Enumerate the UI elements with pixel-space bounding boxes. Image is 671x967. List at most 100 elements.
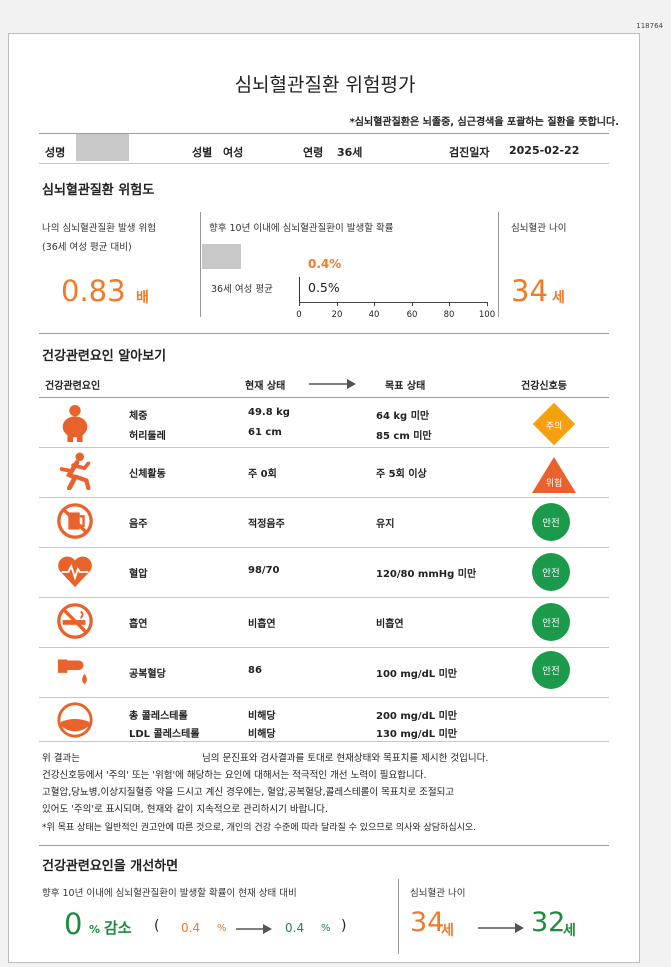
safe-badge: 안전 bbox=[532, 553, 570, 591]
axis-tick bbox=[412, 302, 413, 306]
divider bbox=[398, 879, 399, 954]
axis-tick bbox=[487, 302, 488, 306]
current-value: 비해당 bbox=[248, 711, 276, 722]
to-unit: % bbox=[321, 923, 331, 934]
explanation-line-3: 고혈압,당뇨병,이상지질혈증 약을 드시고 계신 경우에는, 혈압,공복혈당,콜… bbox=[42, 787, 455, 798]
axis-tick bbox=[449, 302, 450, 306]
factor-name: LDL 콜레스테롤 bbox=[129, 729, 200, 740]
axis-tick-label: 80 bbox=[443, 310, 455, 320]
current-value: 49.8 kg bbox=[248, 407, 290, 418]
safe-badge: 안전 bbox=[532, 503, 570, 541]
from-value: 0.4 bbox=[181, 921, 201, 935]
paren-open: ( bbox=[154, 918, 160, 934]
current-value: 주 0회 bbox=[248, 469, 277, 480]
divider bbox=[39, 741, 609, 742]
name-redacted bbox=[76, 134, 129, 161]
age-from-value: 34 bbox=[410, 907, 445, 938]
vessel-age-value: 34 bbox=[511, 274, 548, 308]
factor-name: 공복혈당 bbox=[129, 669, 166, 680]
explanation-line-1a: 위 결과는 bbox=[42, 753, 80, 764]
risk-ratio-unit: 배 bbox=[136, 290, 149, 306]
explanation-line-1b: 님의 문진표와 검사결과를 토대로 현재상태와 목표치를 제시한 것입니다. bbox=[202, 753, 489, 764]
divider bbox=[39, 697, 609, 698]
target-value: 비흡연 bbox=[376, 619, 404, 630]
reduce-text: 감소 bbox=[104, 919, 132, 937]
axis-tick bbox=[374, 302, 375, 306]
sex-value: 여성 bbox=[223, 146, 244, 159]
divider bbox=[39, 597, 609, 598]
explanation-line-4: 있어도 '주의'로 표시되며, 현재와 같이 지속적으로 관리하시기 바랍니다. bbox=[42, 804, 328, 815]
divider bbox=[39, 397, 609, 398]
age-from-unit: 세 bbox=[441, 923, 454, 939]
to-value: 0.4 bbox=[285, 921, 305, 935]
target-value: 85 cm 미만 bbox=[376, 431, 432, 442]
divider bbox=[200, 212, 201, 317]
age-value: 36세 bbox=[337, 146, 363, 159]
divider bbox=[39, 497, 609, 498]
improve-prob-label: 향후 10년 이내에 심뇌혈관질환이 발생할 확률이 현재 상태 대비 bbox=[42, 888, 297, 899]
divider bbox=[39, 447, 609, 448]
sex-label: 성별 bbox=[192, 146, 213, 159]
axis-tick bbox=[299, 302, 300, 306]
disease-definition-note: *심뇌혈관질환은 뇌졸중, 심근경색을 포괄하는 질환을 뜻합니다. bbox=[349, 117, 619, 128]
factor-name: 허리둘레 bbox=[129, 431, 166, 442]
arrow-icon bbox=[478, 923, 524, 933]
no-alcohol-icon bbox=[57, 503, 93, 539]
caution-badge-label: 주의 bbox=[545, 422, 563, 432]
header-target: 목표 상태 bbox=[385, 381, 426, 392]
divider bbox=[39, 133, 609, 134]
running-icon bbox=[59, 452, 91, 490]
axis-tick-label: 20 bbox=[331, 310, 343, 320]
heart-icon bbox=[58, 556, 92, 588]
arrow-icon bbox=[309, 379, 356, 389]
risk-ratio-value: 0.83 bbox=[61, 274, 126, 308]
safe-badge: 안전 bbox=[532, 651, 570, 689]
date-label: 검진일자 bbox=[449, 146, 490, 159]
target-value: 유지 bbox=[376, 519, 395, 530]
avg-prob-label: 36세 여성 평균 bbox=[211, 284, 273, 295]
prob-axis bbox=[299, 302, 488, 303]
header-factor: 건강관련요인 bbox=[45, 381, 101, 392]
age-to-value: 32 bbox=[531, 907, 566, 938]
factors-section-title: 건강관련요인 알아보기 bbox=[42, 349, 167, 364]
cholesterol-icon bbox=[57, 702, 93, 738]
current-value: 적정음주 bbox=[248, 519, 285, 530]
factor-name: 체중 bbox=[129, 411, 148, 422]
factor-name: 흡연 bbox=[129, 619, 148, 630]
safe-badge: 안전 bbox=[532, 603, 570, 641]
avg-prob-value: 0.5% bbox=[308, 280, 340, 295]
my-risk-label: 나의 심뇌혈관질환 발생 위험 bbox=[42, 223, 156, 234]
risk-section-title: 심뇌혈관질환 위험도 bbox=[42, 183, 155, 198]
target-value: 200 mg/dL 미만 bbox=[376, 711, 457, 722]
target-value: 130 mg/dL 미만 bbox=[376, 729, 457, 740]
my-risk-sub: (36세 여성 평균 대비) bbox=[42, 242, 132, 253]
avg-marker bbox=[299, 277, 300, 303]
target-value: 64 kg 미만 bbox=[376, 411, 430, 422]
name-label: 성명 bbox=[45, 146, 66, 159]
danger-badge bbox=[532, 457, 576, 493]
improve-section-title: 건강관련요인을 개선하면 bbox=[42, 859, 179, 874]
date-value: 2025-02-22 bbox=[509, 144, 580, 157]
age-to-unit: 세 bbox=[563, 923, 576, 939]
blood-drop-icon bbox=[57, 659, 87, 685]
reduce-value: 0 bbox=[64, 907, 83, 941]
my-marker-redacted bbox=[202, 244, 241, 269]
current-value: 비흡연 bbox=[248, 619, 276, 630]
vessel-age-unit: 세 bbox=[552, 290, 565, 306]
current-value: 98/70 bbox=[248, 565, 280, 576]
current-value: 86 bbox=[248, 665, 262, 676]
axis-tick bbox=[337, 302, 338, 306]
divider bbox=[39, 547, 609, 548]
danger-badge-label: 위험 bbox=[545, 479, 563, 489]
divider bbox=[39, 163, 609, 164]
divider bbox=[498, 212, 499, 317]
vessel-age-label: 심뇌혈관 나이 bbox=[511, 223, 567, 234]
report-page: 심뇌혈관질환 위험평가 *심뇌혈관질환은 뇌졸중, 심근경색을 포괄하는 질환을… bbox=[8, 33, 640, 963]
reduce-unit: % bbox=[89, 923, 101, 936]
paren-close: ) bbox=[341, 918, 347, 934]
document-id: 118764 bbox=[636, 22, 663, 30]
current-value: 비해당 bbox=[248, 729, 276, 740]
page-title: 심뇌혈관질환 위험평가 bbox=[234, 74, 416, 96]
divider bbox=[39, 647, 609, 648]
divider bbox=[39, 845, 609, 846]
